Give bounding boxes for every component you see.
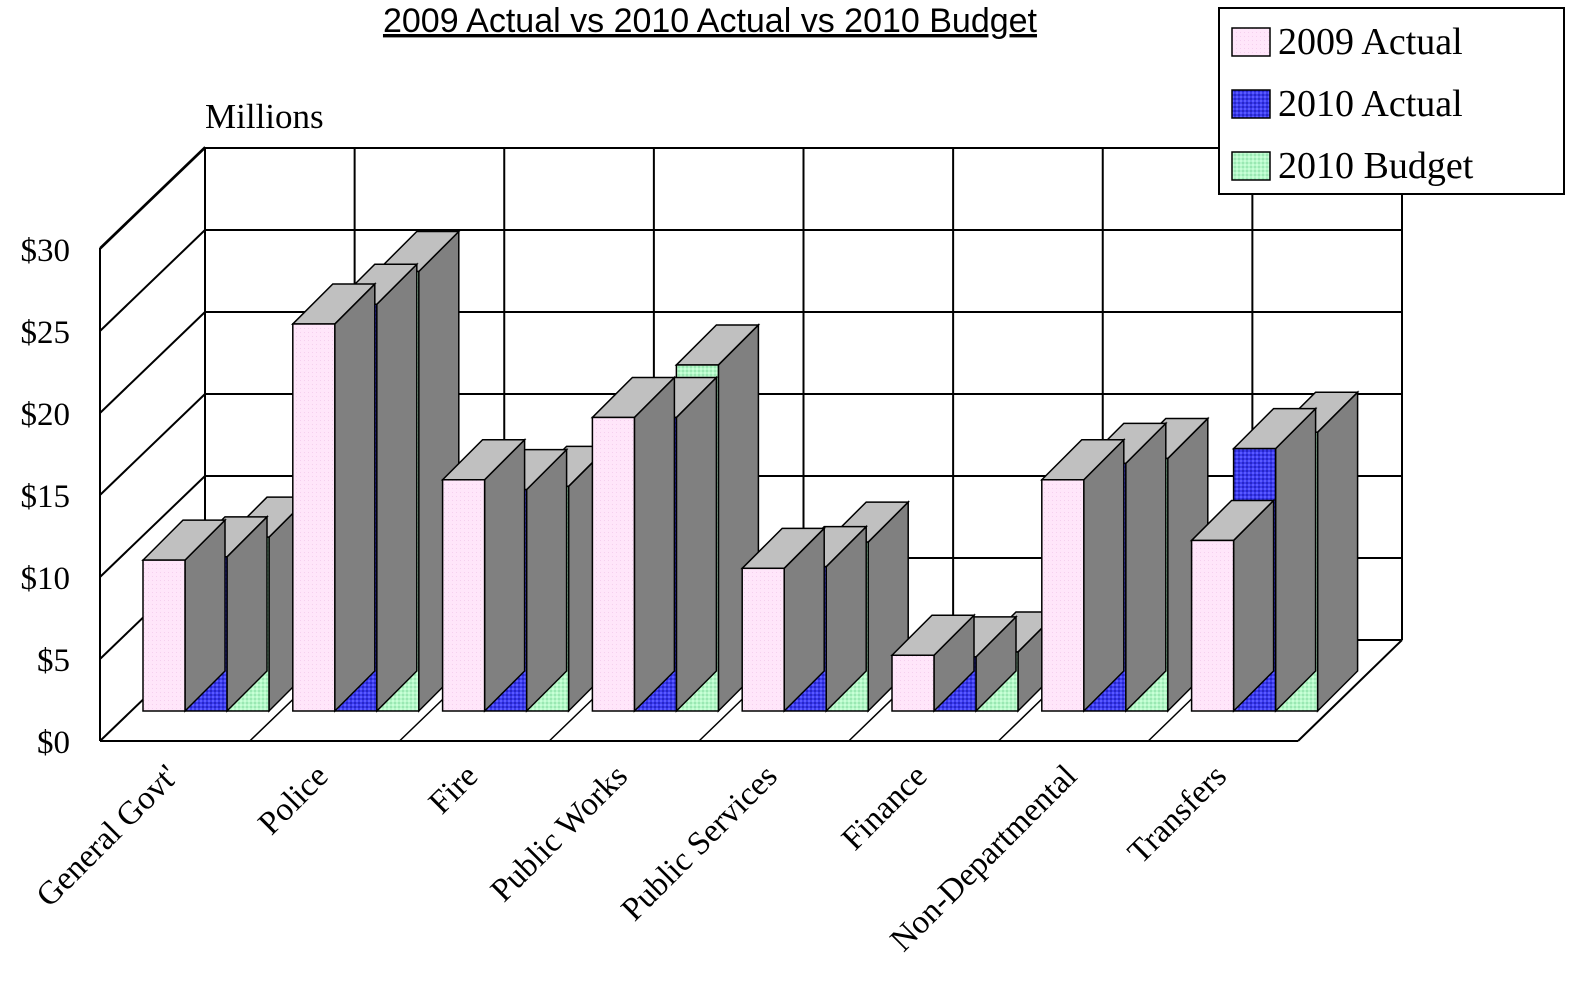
bar-2009-actual-police — [290, 282, 377, 713]
legend: 2009 Actual 2010 Actual 2010 Budget — [1218, 7, 1565, 195]
legend-label: 2010 Actual — [1278, 83, 1463, 125]
legend-item-2009-actual: 2009 Actual — [1231, 21, 1463, 63]
bar-2009-actual-public-services — [740, 526, 827, 713]
x-tick-label-finance: Finance — [835, 758, 934, 857]
y-axis-ticks: $0 $5 $10 $15 $20 $25 $30 — [21, 233, 71, 761]
y-tick-label: $0 — [37, 725, 70, 761]
bar-2009-actual-finance — [890, 613, 976, 713]
y-tick-label: $25 — [21, 315, 71, 351]
bar-2009-actual-non-departmental — [1039, 437, 1126, 713]
y-tick-label: $5 — [37, 643, 70, 679]
x-tick-label-transfers: Transfers — [1121, 758, 1234, 871]
legend-box — [1218, 7, 1565, 195]
chart-title: 2009 Actual vs 2010 Actual vs 2010 Budge… — [383, 2, 1038, 40]
legend-item-2010-actual: 2010 Actual — [1231, 83, 1463, 125]
floor-right-edge — [1297, 639, 1403, 742]
y-tick-label: $10 — [21, 561, 71, 597]
x-tick-label-police: Police — [252, 758, 336, 842]
y-tick-label: $15 — [21, 479, 71, 515]
bar-2009-actual-transfers — [1189, 498, 1276, 713]
legend-label: 2009 Actual — [1278, 21, 1463, 63]
bar-2009-actual-general-govt — [141, 518, 227, 713]
x-tick-label-general-govt: General Govt' — [30, 758, 186, 914]
legend-label: 2010 Budget — [1278, 145, 1474, 187]
legend-swatch — [1231, 151, 1271, 181]
y-tick-label: $20 — [21, 397, 71, 433]
x-tick-label-public-services: Public Services — [615, 758, 785, 928]
legend-item-2010-budget: 2010 Budget — [1231, 145, 1474, 187]
bar-2009-actual-public-works — [590, 375, 677, 713]
bar-2009-actual-fire — [440, 437, 527, 713]
side-wall-top — [99, 146, 206, 249]
y-tick-label: $30 — [21, 233, 71, 269]
y-axis-label: Millions — [205, 97, 324, 136]
gridline-side — [99, 393, 206, 496]
gridline-side — [99, 311, 206, 414]
bars — [141, 229, 1360, 713]
x-tick-label-public-works: Public Works — [484, 758, 635, 909]
gridline-side — [99, 475, 206, 578]
legend-swatch — [1231, 89, 1271, 119]
x-tick-label-fire: Fire — [422, 758, 485, 821]
gridline-side — [99, 229, 206, 332]
legend-swatch — [1231, 27, 1271, 57]
